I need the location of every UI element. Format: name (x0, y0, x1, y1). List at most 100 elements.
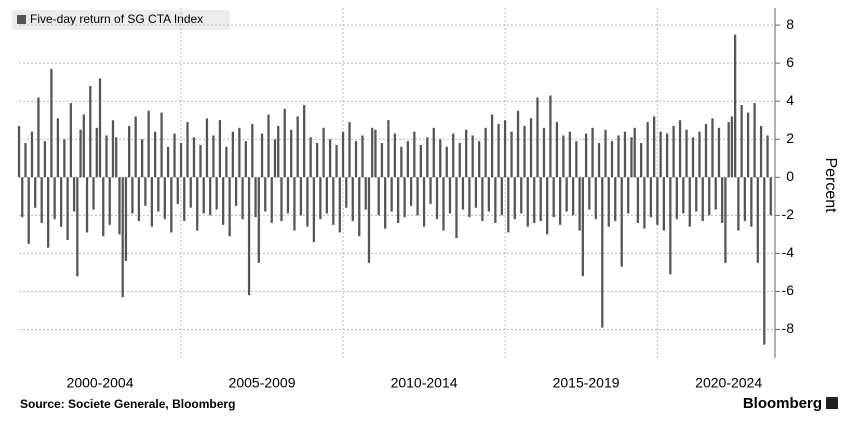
bar (254, 177, 257, 218)
bar (179, 143, 183, 178)
bar (432, 127, 435, 178)
y-tick-label: 6 (786, 54, 794, 70)
bar (361, 135, 364, 178)
bar (688, 177, 691, 227)
bar (153, 131, 157, 178)
bar (546, 177, 549, 235)
bar (260, 133, 264, 178)
bar (455, 177, 458, 239)
bar (56, 118, 60, 178)
bar (325, 177, 328, 214)
bar (503, 120, 507, 178)
bar (601, 177, 604, 328)
bar (118, 177, 121, 235)
bar (270, 177, 273, 223)
bar (166, 146, 170, 178)
bar (536, 97, 539, 178)
bar (218, 120, 222, 178)
brand-icon (826, 397, 838, 409)
bar (435, 177, 439, 220)
legend-label: Five-day return of SG CTA Index (30, 12, 203, 26)
bar (575, 141, 578, 178)
bar (228, 177, 231, 237)
bar (409, 177, 413, 206)
x-tick-label: 2010-2014 (391, 375, 458, 391)
bar (406, 141, 409, 178)
bar (241, 177, 244, 220)
bar (364, 177, 367, 210)
bar (740, 105, 743, 178)
bar (665, 133, 669, 178)
legend-swatch (17, 15, 26, 24)
bar (526, 177, 529, 227)
bar (691, 137, 695, 178)
bar (549, 95, 552, 178)
bar (581, 177, 584, 277)
bar (565, 177, 568, 212)
bar (604, 129, 607, 178)
bar (238, 127, 241, 178)
brand: Bloomberg (743, 395, 822, 412)
bar (303, 105, 306, 178)
bar (377, 177, 380, 216)
bar (614, 177, 617, 222)
bar (675, 177, 678, 220)
bar (759, 125, 763, 178)
bar (711, 118, 714, 178)
bar (367, 177, 371, 263)
bar (429, 177, 432, 204)
bar (30, 131, 34, 178)
bar (640, 143, 643, 178)
bar (578, 177, 581, 231)
bar (724, 177, 727, 263)
y-tick-label: -6 (782, 282, 795, 298)
bar (202, 177, 205, 214)
bar (290, 129, 293, 178)
bar (623, 131, 627, 178)
bar (124, 177, 128, 261)
bar (594, 177, 597, 220)
bar (173, 133, 176, 178)
bar (205, 118, 209, 178)
bar (516, 110, 520, 178)
bar (750, 177, 753, 227)
bar (280, 177, 283, 222)
bar (21, 177, 24, 218)
bar (85, 177, 89, 233)
bar (72, 177, 76, 212)
bar (746, 112, 750, 178)
bar (338, 177, 341, 233)
bar (225, 146, 228, 178)
bar (500, 177, 503, 216)
bar (293, 177, 296, 231)
bar (115, 137, 118, 178)
bar (695, 177, 698, 212)
x-tick-label: 2000-2004 (67, 375, 134, 391)
bar (766, 135, 769, 178)
bar (283, 108, 286, 178)
y-tick-label: -4 (782, 244, 795, 260)
bar (481, 177, 484, 222)
bar (523, 125, 526, 178)
bar (59, 177, 63, 227)
bar (150, 177, 153, 227)
bar (458, 143, 461, 178)
bar (474, 177, 478, 208)
bar (678, 120, 682, 178)
bar (743, 177, 746, 222)
bar (69, 103, 72, 178)
bar (562, 135, 565, 178)
bar (199, 144, 202, 178)
bar (607, 177, 610, 227)
bar (617, 135, 620, 178)
bar (497, 124, 500, 178)
bar (128, 125, 131, 178)
y-tick-label: 2 (786, 130, 794, 146)
bar (721, 177, 724, 223)
bar (348, 122, 351, 178)
bar (111, 120, 115, 178)
bar (121, 177, 124, 298)
bar (358, 177, 361, 237)
bar (24, 143, 27, 178)
bar (510, 131, 513, 178)
